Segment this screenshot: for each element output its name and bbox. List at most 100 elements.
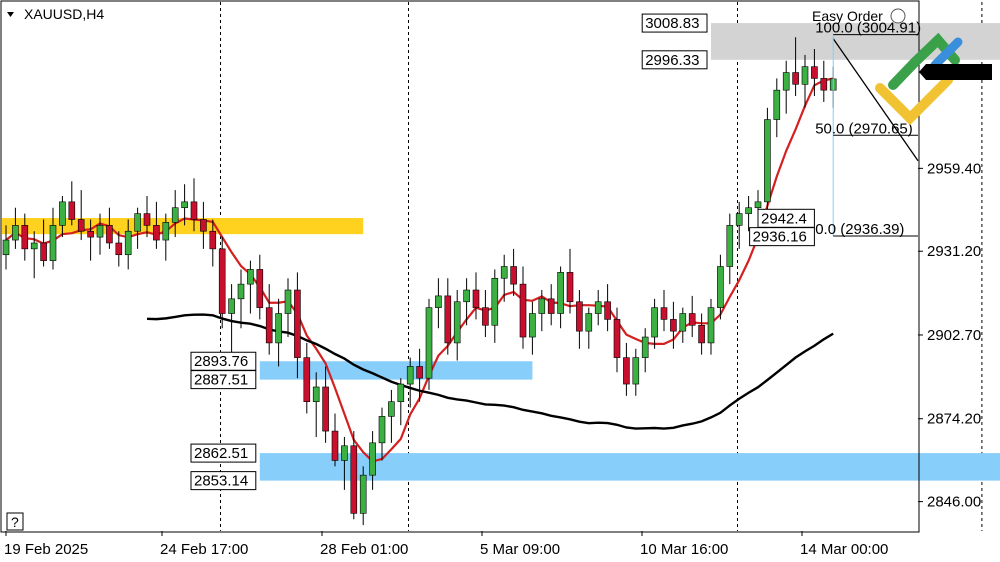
candle-22 <box>209 230 217 250</box>
candle-48 <box>453 301 461 344</box>
ma-slow-line <box>146 313 834 430</box>
candle-56 <box>529 313 536 338</box>
settings-icon[interactable] <box>890 8 906 24</box>
mid-label-1: 2936.16 <box>753 229 807 246</box>
supply-zone-top-label-low: 2996.33 <box>645 52 699 69</box>
x-tick-label-0: 19 Feb 2025 <box>4 541 88 558</box>
candle-46 <box>435 295 442 308</box>
demand-zone-1-label-low-box <box>190 370 257 390</box>
candle-54 <box>510 266 517 285</box>
x-tick-label-3: 5 Mar 09:00 <box>480 541 560 558</box>
candle-70 <box>660 307 668 320</box>
candle-85 <box>801 66 809 85</box>
candle-49 <box>463 289 470 303</box>
candle-44 <box>416 366 423 379</box>
x-tick-label-5: 14 Mar 00:00 <box>800 541 888 558</box>
plot-frame <box>0 0 920 533</box>
symbol-label: XAUUSD,H4 <box>24 6 104 22</box>
x-tick-label-2: 28 Feb 01:00 <box>320 541 408 558</box>
candle-11 <box>106 225 113 244</box>
candle-18 <box>171 207 179 223</box>
demand-zone-1-label-high: 2893.76 <box>194 353 248 370</box>
candle-35 <box>331 430 339 461</box>
demand-zone-2-label-high: 2862.51 <box>194 445 248 462</box>
candle-36 <box>341 445 348 461</box>
candle-87 <box>820 78 828 91</box>
candle-29 <box>275 313 282 344</box>
candle-57 <box>538 298 546 314</box>
y-tick-label-3: 2931.20 <box>927 243 981 260</box>
svg-text:2989.84: 2989.84 <box>930 64 984 81</box>
candle-63 <box>594 301 602 314</box>
demand-zone-1 <box>259 361 533 380</box>
candle-51 <box>482 307 489 326</box>
candle-9 <box>87 230 94 238</box>
candle-12 <box>115 242 123 256</box>
candle-62 <box>585 313 593 332</box>
candle-0 <box>2 239 10 256</box>
y-tick-label-0: 2846.00 <box>927 494 981 511</box>
candle-69 <box>651 307 658 338</box>
candle-3 <box>30 242 38 250</box>
candle-7 <box>68 201 76 220</box>
candles <box>2 37 837 526</box>
symbol-menu-icon[interactable] <box>7 12 14 17</box>
candle-80 <box>754 201 762 209</box>
fib-level-label-1: 50.0 (2970.65) <box>815 120 913 137</box>
easy-order-label: Easy Order <box>812 8 883 24</box>
candle-50 <box>472 289 480 308</box>
candle-68 <box>641 336 649 358</box>
candle-43 <box>406 366 414 385</box>
candle-52 <box>491 277 499 326</box>
candle-67 <box>632 357 640 385</box>
candle-86 <box>811 66 818 79</box>
fib-trendline <box>832 38 919 162</box>
candle-23 <box>218 248 226 314</box>
candle-32 <box>303 357 311 402</box>
candle-75 <box>707 307 715 344</box>
x-tick-label-1: 24 Feb 17:00 <box>160 541 248 558</box>
y-tick-label-2: 2902.70 <box>927 327 981 344</box>
candle-14 <box>134 213 141 232</box>
supply-zone-top-label-high: 3008.83 <box>645 15 699 32</box>
candle-21 <box>200 219 207 232</box>
candle-64 <box>604 301 611 320</box>
candle-16 <box>153 225 160 241</box>
candle-41 <box>388 401 395 417</box>
candle-59 <box>557 272 564 314</box>
candle-79 <box>745 207 752 214</box>
candle-33 <box>312 386 320 402</box>
candle-72 <box>679 313 687 332</box>
candle-81 <box>764 119 771 203</box>
x-axis: 19 Feb 2025 24 Feb 17:00 28 Feb 01:00 5 Mar… <box>4 531 888 558</box>
zones <box>2 23 1000 481</box>
help-icon: ? <box>11 514 19 530</box>
candle-73 <box>688 313 696 326</box>
candle-71 <box>670 319 677 332</box>
candle-65 <box>613 319 621 358</box>
candle-26 <box>247 269 254 285</box>
candle-83 <box>782 72 790 91</box>
candle-55 <box>519 283 527 338</box>
supply-zone-top-label-high-box <box>641 13 708 33</box>
candle-2 <box>21 225 29 250</box>
candle-77 <box>726 225 734 267</box>
candle-60 <box>566 272 574 303</box>
demand-zone-1-label-low: 2887.51 <box>194 372 248 389</box>
candle-8 <box>77 219 85 232</box>
zone-yellow <box>2 218 364 235</box>
candle-66 <box>623 357 630 385</box>
logo-icon <box>875 32 963 126</box>
mid-label-0: 2942.4 <box>761 210 807 227</box>
candle-74 <box>698 324 705 344</box>
candle-13 <box>124 230 132 256</box>
fib-level-label-0: 100.0 (3004.91) <box>815 20 921 37</box>
candle-20 <box>190 201 198 220</box>
x-tick-label-4: 10 Mar 16:00 <box>640 541 728 558</box>
help-button[interactable] <box>6 512 24 531</box>
candle-30 <box>284 289 292 314</box>
candle-78 <box>735 213 743 226</box>
candle-17 <box>162 222 170 241</box>
candle-1 <box>12 225 19 241</box>
